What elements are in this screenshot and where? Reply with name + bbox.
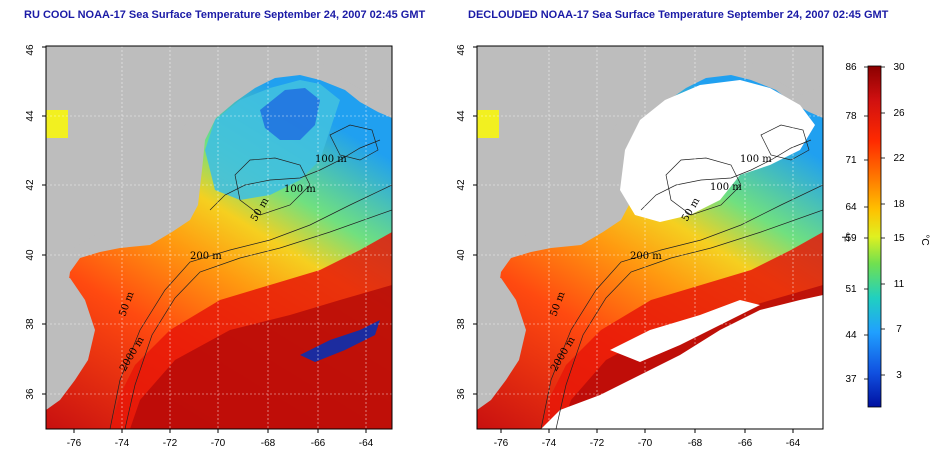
- lon-tick-label: -74: [115, 438, 130, 449]
- colorbar: 86 78 71 64 59 51 44 37 30 26 22 18 15 1…: [839, 62, 930, 408]
- lat-tick-label: 36: [456, 388, 467, 400]
- lon-tick-label: -76: [494, 438, 509, 449]
- fahrenheit-tick: 51: [845, 284, 857, 295]
- celsius-tick: 15: [893, 233, 905, 244]
- contour-label: 200 m: [190, 251, 222, 262]
- lon-tick-label: -68: [688, 438, 703, 449]
- celsius-tick: 11: [894, 279, 905, 290]
- gulf-of-maine-coldest: [260, 88, 320, 140]
- lat-tick-label: 46: [456, 44, 467, 56]
- bathymetry-contours: [540, 124, 823, 429]
- graticule: [477, 46, 823, 429]
- sable-patch: [477, 110, 499, 138]
- lat-tick-label: 40: [25, 249, 36, 261]
- fahrenheit-tick: 71: [845, 155, 857, 166]
- lon-tick-label: -72: [163, 438, 178, 449]
- cloud-mask-south-streak: [610, 300, 760, 362]
- nova-scotia-land: [731, 46, 823, 95]
- celsius-tick: 3: [896, 370, 902, 381]
- fahrenheit-tick: 86: [845, 62, 857, 73]
- right-sst-map: 100 m 100 m 50 m 200 m 50 m 2000 m: [477, 46, 823, 429]
- lon-tick-label: -76: [67, 438, 82, 449]
- cloud-mask-north: [620, 80, 815, 222]
- lon-tick-label: -66: [311, 438, 326, 449]
- cloud-mask-south: [541, 295, 823, 429]
- left-map-frame: [45, 45, 393, 430]
- contour-label: 100 m: [710, 182, 742, 193]
- delmarva-land: [477, 278, 526, 410]
- lat-tick-label: 44: [25, 110, 36, 122]
- lon-tick-label: -74: [542, 438, 557, 449]
- lat-tick-label: 40: [456, 249, 467, 261]
- fahrenheit-tick: 78: [845, 111, 857, 122]
- celsius-tick: 18: [893, 199, 905, 210]
- left-lon-axis: -76 -74 -72 -70 -68 -66 -64: [67, 429, 374, 449]
- lat-tick-label: 42: [25, 179, 36, 191]
- lat-tick-label: 38: [25, 318, 36, 330]
- lon-tick-label: -68: [261, 438, 276, 449]
- lon-tick-label: -64: [359, 438, 374, 449]
- lat-tick-label: 36: [25, 388, 36, 400]
- celsius-tick: 22: [893, 153, 905, 164]
- fahrenheit-unit-label: °F: [839, 232, 850, 242]
- lon-tick-label: -64: [786, 438, 801, 449]
- lat-tick-label: 46: [25, 44, 36, 56]
- contour-label: 100 m: [315, 154, 347, 165]
- celsius-tick: 30: [893, 62, 905, 73]
- celsius-tick: 26: [893, 108, 905, 119]
- colorbar-gradient: [867, 65, 882, 408]
- left-lat-axis: 36 38 40 42 44 46: [25, 44, 46, 400]
- lon-tick-label: -70: [211, 438, 226, 449]
- fahrenheit-tick: 64: [845, 202, 857, 213]
- celsius-unit-label: °C: [919, 234, 930, 245]
- gulf-stream-core: [130, 285, 392, 429]
- lon-tick-label: -66: [738, 438, 753, 449]
- contour-label: 100 m: [740, 154, 772, 165]
- graticule: [46, 46, 392, 429]
- cold-eddy-patch: [300, 320, 380, 362]
- right-lon-axis: -76 -74 -72 -70 -68 -66 -64: [494, 429, 801, 449]
- lat-tick-label: 38: [456, 318, 467, 330]
- left-map-title: RU COOL NOAA-17 Sea Surface Temperature …: [24, 9, 426, 21]
- contour-label: 200 m: [630, 251, 662, 262]
- right-map-frame: [476, 45, 824, 430]
- coastline-land: [46, 46, 230, 262]
- bathymetry-contours: [109, 124, 392, 429]
- delmarva-land: [46, 278, 95, 410]
- fahrenheit-tick: 37: [845, 374, 857, 385]
- fahrenheit-tick: 59: [845, 233, 857, 244]
- lat-tick-label: 42: [456, 179, 467, 191]
- nova-scotia-land: [300, 46, 392, 95]
- coastline-land: [477, 46, 661, 262]
- lon-tick-label: -70: [638, 438, 653, 449]
- right-lat-axis: 36 38 40 42 44 46: [456, 44, 477, 400]
- right-map-title: DECLOUDED NOAA-17 Sea Surface Temperatur…: [468, 9, 889, 21]
- fahrenheit-tick: 44: [845, 330, 857, 341]
- celsius-tick: 7: [896, 324, 902, 335]
- lat-tick-label: 44: [456, 110, 467, 122]
- contour-label: 100 m: [284, 184, 316, 195]
- left-sst-map: 100 m 100 m 50 m 200 m 50 m 2000 m: [46, 46, 392, 429]
- sable-patch: [46, 110, 68, 138]
- lon-tick-label: -72: [590, 438, 605, 449]
